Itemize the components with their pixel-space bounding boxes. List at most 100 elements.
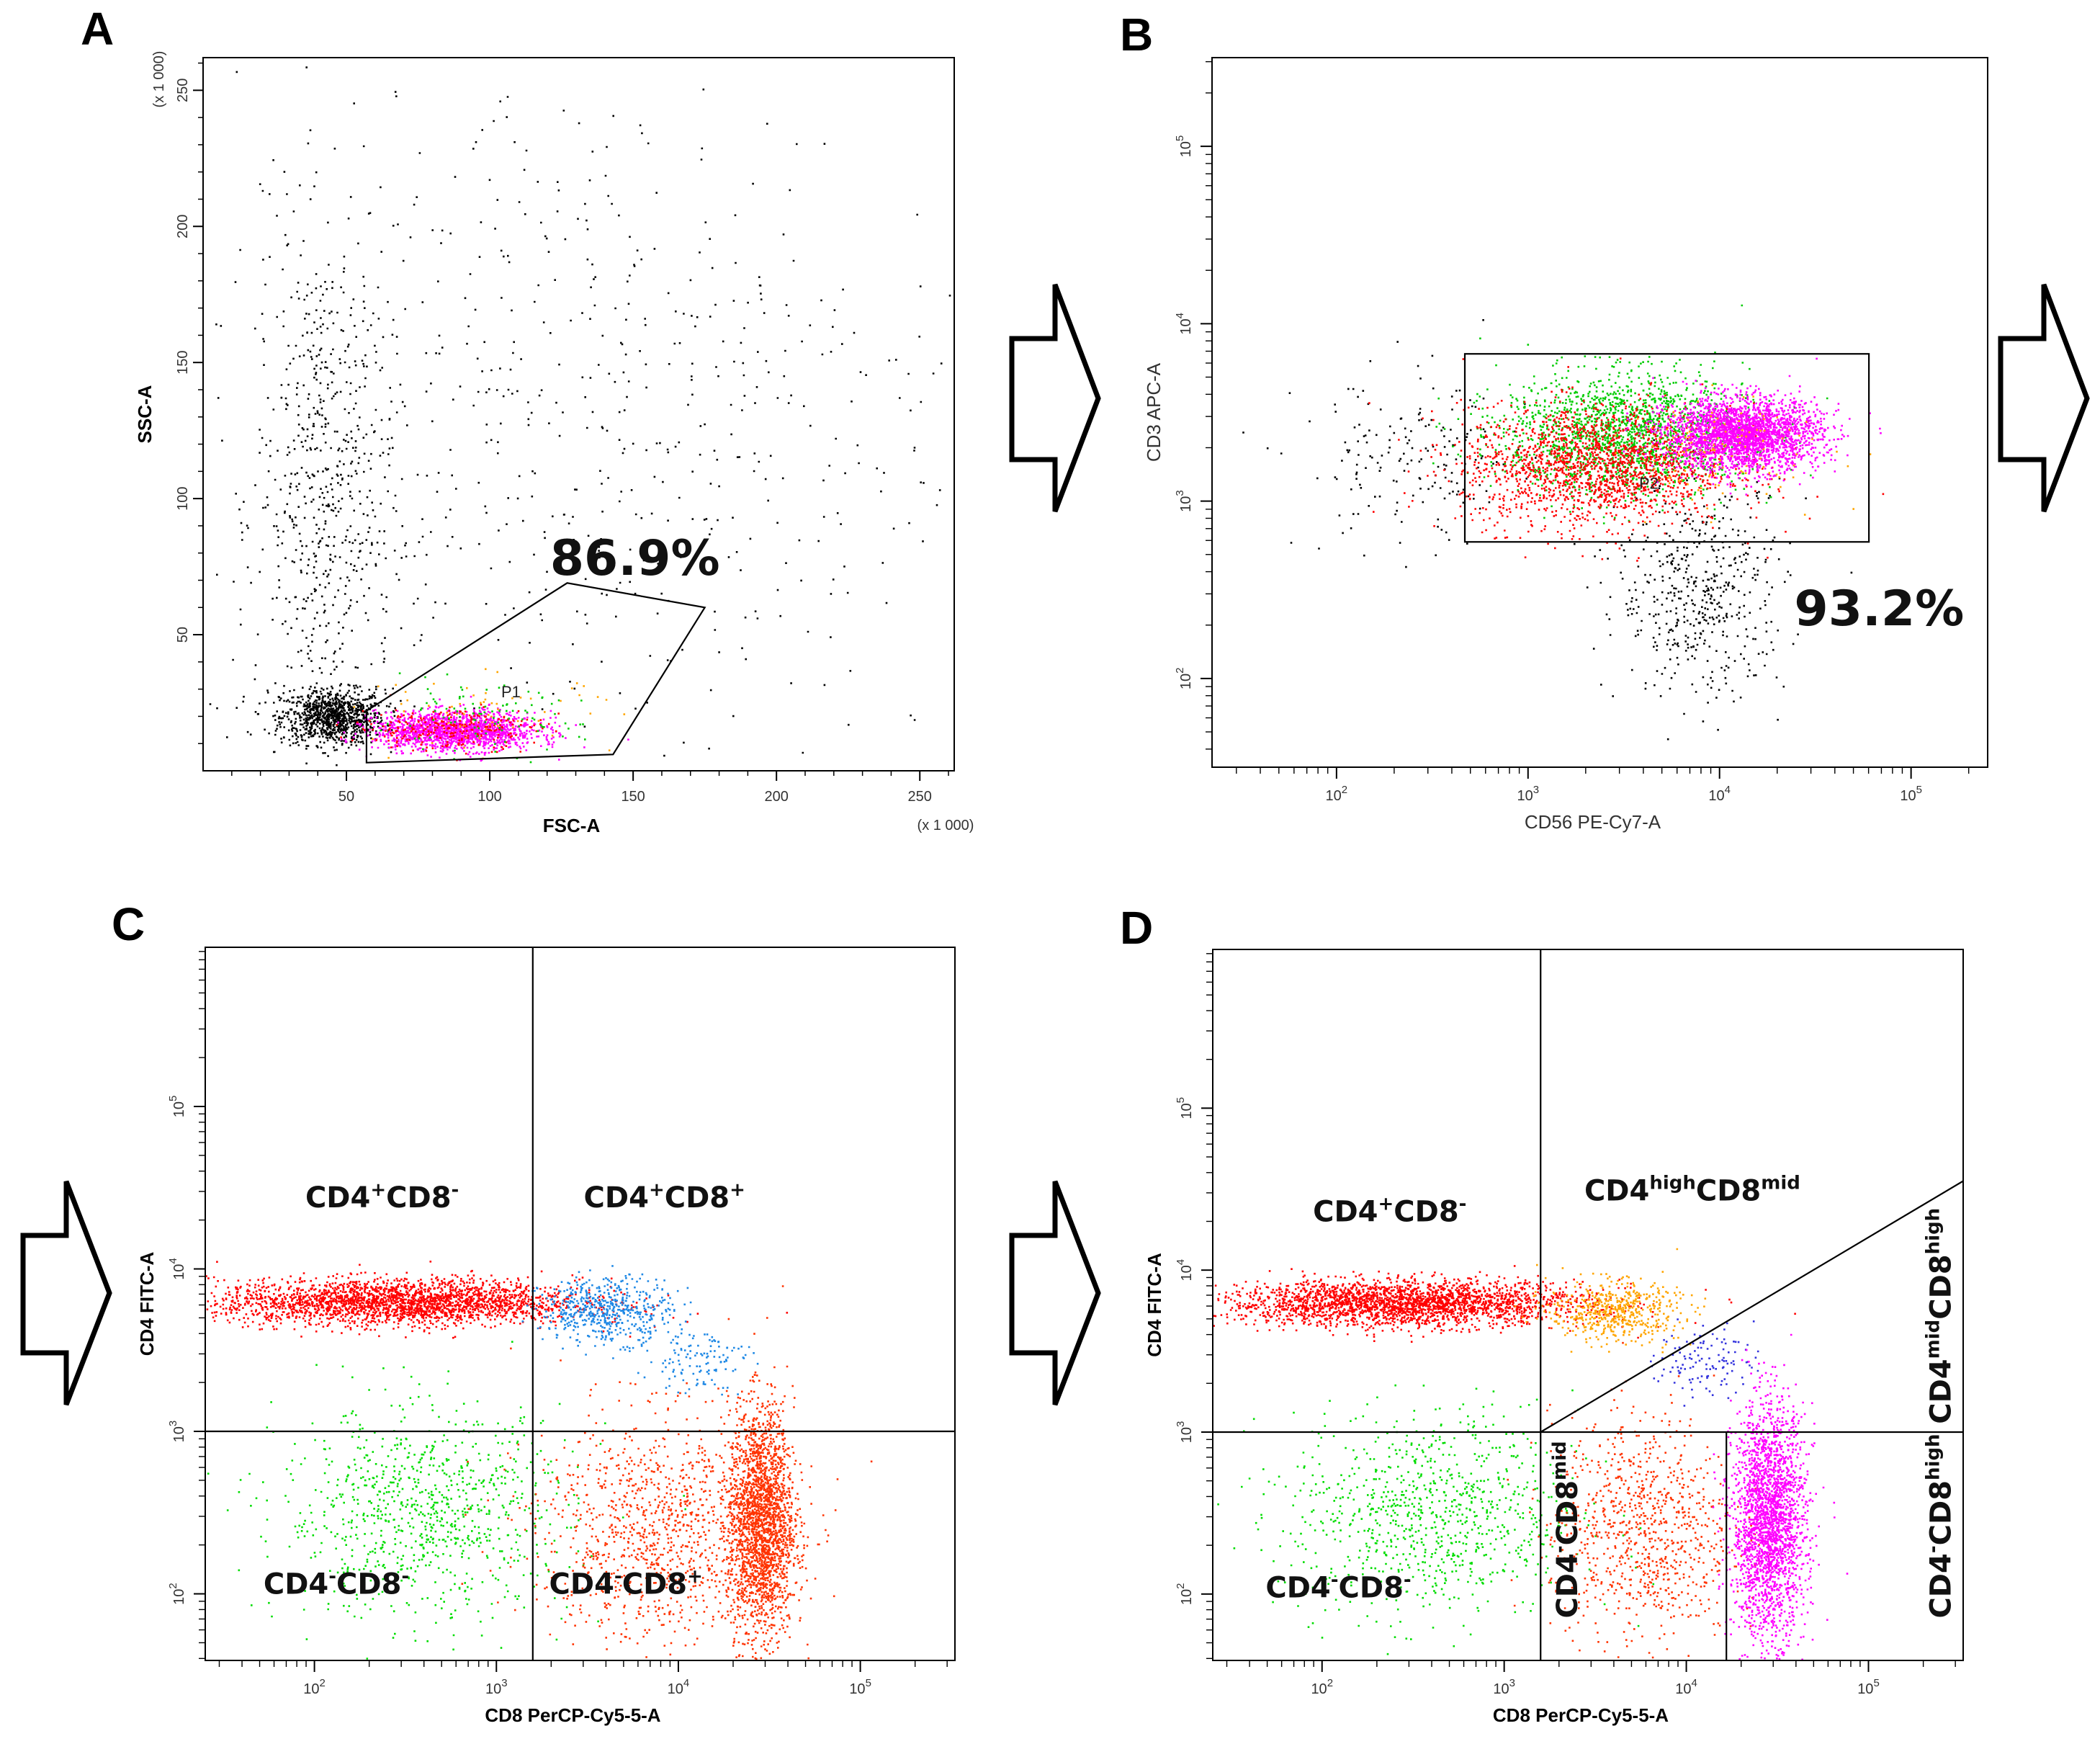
- event-population-2: [215, 66, 951, 757]
- event-population-1: [1514, 1248, 1707, 1354]
- event-dots: [1213, 1265, 1796, 1343]
- event-population-4: [336, 694, 560, 761]
- y-tick-label: 102: [1174, 668, 1194, 690]
- y-tick-label: 200: [175, 215, 191, 238]
- quadrant-label-1: CD4+CD8+: [584, 1179, 745, 1215]
- y-tick-label: 103: [167, 1421, 187, 1443]
- x-tick-label: 100: [477, 789, 501, 805]
- x-tick-label: 105: [849, 1677, 871, 1697]
- y-tick-label: 102: [167, 1583, 187, 1605]
- flow-arrow-b-to-c-continued: [20, 1180, 112, 1406]
- quadrant-label-4: CD4-CD8mid: [1549, 1441, 1584, 1618]
- y-tick-label: 250: [175, 79, 191, 102]
- event-population-2: [637, 1309, 759, 1396]
- y-multiplier: (x 1 000): [151, 51, 167, 108]
- x-tick-label: 103: [485, 1677, 508, 1697]
- gate-line-diagonal[interactable]: [1540, 1180, 1964, 1433]
- event-population-0: [1574, 439, 1853, 741]
- y-tick-label: 104: [1175, 1259, 1195, 1282]
- y-tick-label: 150: [175, 351, 191, 375]
- plot-frame: [1212, 949, 1964, 1661]
- event-dots: [637, 1309, 759, 1396]
- x-tick-label: 150: [621, 789, 645, 805]
- x-tick-label: 102: [1311, 1677, 1333, 1697]
- event-population-0: [242, 671, 416, 765]
- event-population-4: [1507, 1325, 1793, 1660]
- x-axis-label: CD8 PerCP-Cy5-5-A: [485, 1704, 660, 1726]
- y-tick-label: 104: [167, 1258, 187, 1280]
- event-dots: [1712, 1333, 1849, 1660]
- flow-arrow-a-to-b: [1009, 283, 1101, 513]
- quadrant-label-5: CD4-CD8high: [1922, 1434, 1957, 1618]
- x-tick-label: 103: [1493, 1677, 1515, 1697]
- x-tick-label: 104: [668, 1677, 690, 1697]
- y-axis-label: SSC-A: [134, 385, 156, 443]
- scatter-plot-b: 102 102 103 103 104 104 105 105 CD56 PE-Cy7-A CD3…: [1143, 57, 1988, 833]
- plot-frame: [205, 947, 956, 1661]
- y-tick-label: 102: [1175, 1583, 1195, 1606]
- flow-arrow-b-to-c: [1998, 283, 2090, 513]
- x-tick-label: 102: [1326, 784, 1348, 804]
- x-tick-label: 200: [764, 789, 788, 805]
- quadrant-label-1: CD4highCD8mid: [1584, 1172, 1800, 1207]
- y-tick-label: 105: [1174, 135, 1194, 158]
- panel-label-d: D: [1120, 902, 1153, 954]
- event-dots: [337, 695, 629, 762]
- x-tick-label: 105: [1900, 784, 1922, 804]
- event-population-3: [207, 1341, 686, 1660]
- axis-ticks: 50 50 100 100 150 150 200 200 250 250: [175, 62, 949, 805]
- gate-p2[interactable]: [1463, 353, 1870, 543]
- event-population-3: [337, 695, 629, 762]
- gate-name: P1: [501, 683, 521, 701]
- panel-label-b: B: [1120, 9, 1153, 61]
- event-dots: [461, 1285, 873, 1660]
- plot-frame: [1211, 57, 1988, 768]
- x-tick-label: 104: [1708, 784, 1731, 804]
- scatter-plot-c: 102 102 103 103 104 104 105 105 CD8 PerCP-Cy5-5-…: [136, 947, 956, 1726]
- event-population-3: [1368, 357, 1885, 562]
- event-population-1: [209, 102, 428, 766]
- events-layer: [1213, 1248, 1849, 1660]
- event-population-0: [1213, 1265, 1796, 1343]
- x-axis-label: FSC-A: [543, 815, 601, 836]
- event-dots: [209, 102, 428, 766]
- axis-ticks: 102 102 103 103 104 104 105 105: [1174, 61, 1970, 804]
- scatter-plot-d: 102 102 103 103 104 104 105 105 CD8 PerCP-Cy5-5-…: [1144, 949, 1964, 1726]
- y-tick-label: 105: [167, 1096, 187, 1118]
- event-population-3: [1217, 1384, 1655, 1655]
- y-tick-label: 103: [1175, 1421, 1195, 1444]
- y-tick-label: 105: [1175, 1097, 1195, 1119]
- x-tick-label: 102: [303, 1677, 326, 1697]
- y-axis-label: CD3 APC-A: [1143, 362, 1165, 462]
- event-population-1: [521, 1265, 692, 1359]
- event-dots: [353, 668, 626, 760]
- event-dots: [1623, 357, 1882, 496]
- events-layer: [1242, 304, 1885, 741]
- event-dots: [1650, 1318, 1759, 1407]
- event-population-5: [1712, 1333, 1849, 1660]
- event-population-5: [704, 1317, 817, 1660]
- y-tick-label: 100: [175, 486, 191, 510]
- gate-p1[interactable]: [365, 582, 706, 764]
- gate-percent: 93.2%: [1794, 581, 1964, 638]
- axis-ticks: 102 102 103 103 104 104 105 105: [167, 951, 948, 1697]
- gate-percent: 86.9%: [550, 530, 720, 587]
- y-tick-label: 103: [1174, 490, 1194, 512]
- event-population-2: [1650, 1318, 1759, 1407]
- y-tick-label: 104: [1174, 313, 1194, 335]
- scatter-plot-a: 50 50 100 100 150 150 200 200 250 250 (x 1 000) (x …: [134, 51, 974, 836]
- quadrant-label-3: CD4midCD8high: [1922, 1208, 1957, 1424]
- event-dots: [521, 1265, 692, 1359]
- panel-label-c: C: [112, 898, 145, 950]
- event-dots: [704, 1317, 817, 1660]
- flow-arrow-c-to-d: [1009, 1180, 1101, 1406]
- x-multiplier: (x 1 000): [917, 818, 974, 833]
- x-tick-label: 250: [908, 789, 932, 805]
- x-tick-label: 103: [1517, 784, 1539, 804]
- quadrant-label-3: CD4-CD8+: [549, 1566, 703, 1601]
- axis-ticks: 102 102 103 103 104 104 105 105: [1175, 953, 1956, 1697]
- event-dots: [1368, 357, 1885, 562]
- gate-name: P2: [1639, 474, 1659, 492]
- quadrant-label-2: CD4-CD8-: [1265, 1569, 1411, 1604]
